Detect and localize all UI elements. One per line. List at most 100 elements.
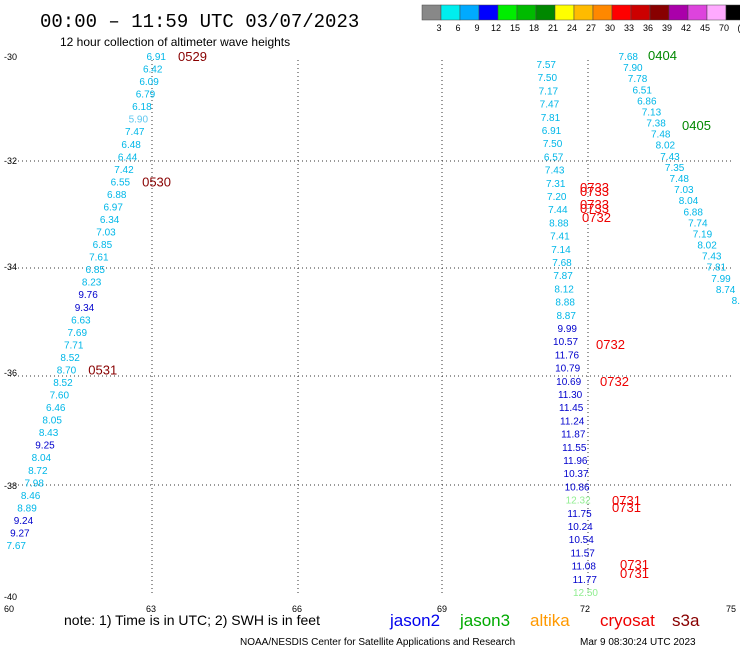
wave-height-label: 11.76: [555, 350, 580, 361]
wave-height-label: 6.44: [118, 152, 138, 163]
time-label: 0731: [620, 566, 649, 581]
y-tick-label: -36: [4, 368, 17, 378]
wave-height-label: 7.61: [89, 253, 109, 264]
y-tick-label: -32: [4, 156, 17, 166]
wave-height-label: 8.74: [716, 285, 736, 296]
satellite-legend-altika: altika: [530, 611, 570, 630]
time-label: 0404: [648, 48, 677, 63]
wave-height-label: 6.88: [107, 190, 127, 201]
color-swatch: [706, 4, 727, 21]
wave-height-label: 6.48: [121, 140, 141, 151]
y-tick-label: -40: [4, 592, 17, 602]
wave-height-label: 11.24: [560, 416, 585, 427]
color-scale-label: 33: [624, 23, 634, 33]
color-scale-label: (ft): [738, 23, 740, 33]
wave-height-label: 9.76: [78, 290, 98, 301]
wave-height-label: 6.79: [136, 90, 156, 101]
color-scale-label: 3: [436, 23, 441, 33]
color-swatch: [592, 4, 613, 21]
wave-height-label: 11.96: [563, 456, 588, 467]
x-axis-labels: 60 63 66 69 72 75: [4, 604, 736, 614]
wave-height-label: 10.86: [565, 482, 590, 493]
time-label: 0732: [582, 210, 611, 225]
satellite-legend-jason3: jason3: [459, 611, 510, 630]
satellite-legend-jason2: jason2: [389, 611, 440, 630]
wave-height-label: 7.35: [665, 163, 685, 174]
wave-height-label: 9.24: [14, 516, 34, 527]
wave-height-label: 7.38: [646, 119, 666, 130]
wave-height-label: 8.02: [656, 141, 676, 152]
time-label: 0405: [682, 118, 711, 133]
wave-height-label: 9.27: [10, 528, 30, 539]
x-tick-label: 60: [4, 604, 14, 614]
color-swatch: [725, 4, 740, 21]
y-tick-label: -30: [4, 52, 17, 62]
wave-height-label: 6.63: [71, 315, 91, 326]
wave-height-label: 6.51: [632, 85, 652, 96]
wave-height-label: 6.34: [100, 215, 120, 226]
y-axis-labels: -30 -32 -34 -36 -38 -40: [4, 52, 17, 602]
wave-height-label: 7.48: [651, 130, 671, 141]
wave-height-label: 8.23: [82, 278, 102, 289]
time-label: 0733: [580, 184, 609, 199]
legend-note: note: 1) Time is in UTC; 2) SWH is in fe…: [64, 612, 320, 628]
color-scale-label: 18: [529, 23, 539, 33]
color-scale-label: 36: [643, 23, 653, 33]
satellite-legend: jason2 jason3 altika cryosat s3a: [389, 611, 700, 630]
wave-height-label: 7.50: [538, 73, 558, 84]
wave-height-label: 11.57: [571, 548, 596, 559]
x-tick-label: 75: [726, 604, 736, 614]
wave-height-label: 8.04: [679, 196, 699, 207]
y-tick-label: -34: [4, 262, 17, 272]
time-label: 0733: [580, 201, 609, 216]
wave-height-label: 7.98: [24, 478, 44, 489]
wave-height-label: 7.03: [96, 228, 116, 239]
wave-height-label: 7.48: [670, 174, 690, 185]
color-scale-label: 27: [586, 23, 596, 33]
wave-height-label: 11.30: [558, 390, 583, 401]
wave-height-label: 8.: [732, 296, 740, 307]
wave-height-label: 5.90: [129, 115, 149, 126]
wave-height-label: 6.85: [86, 265, 106, 276]
color-swatch: [668, 4, 689, 21]
color-scale-label: 70: [719, 23, 729, 33]
wave-height-label: 8.87: [556, 311, 576, 322]
map-title: 00:00 – 11:59 UTC 03/07/2023: [40, 11, 359, 33]
wave-height-label: 10.69: [556, 377, 581, 388]
wave-height-label: 7.42: [114, 165, 134, 176]
color-scale-label: 24: [567, 23, 577, 33]
wave-height-label: 7.81: [707, 263, 727, 274]
wave-height-label: 6.86: [637, 96, 657, 107]
wave-height-label: 8.04: [32, 453, 52, 464]
wave-height-label: 7.44: [548, 205, 568, 216]
wave-height-label: 7.19: [693, 229, 713, 240]
wave-height-label: 10.79: [555, 364, 580, 375]
generated-timestamp: Mar 9 08:30:24 UTC 2023: [580, 637, 696, 648]
wave-height-label: 7.14: [551, 245, 571, 256]
time-label: 0732: [600, 374, 629, 389]
color-swatch: [440, 4, 461, 21]
wave-height-label: 7.81: [541, 113, 561, 124]
color-swatch: [516, 4, 537, 21]
wave-height-label: 7.13: [642, 107, 662, 118]
wave-height-label: 10.24: [568, 522, 593, 533]
wave-height-label: 11.55: [562, 443, 587, 454]
time-label: 0529: [178, 49, 207, 64]
wave-height-label: 9.25: [35, 441, 55, 452]
wave-height-label: 8.89: [17, 503, 37, 514]
color-scale-label: 30: [605, 23, 615, 33]
wave-height-label: 8.52: [60, 353, 80, 364]
wave-height-label: 7.17: [539, 86, 559, 97]
color-scale-label: 42: [681, 23, 691, 33]
wave-height-label: 11.45: [559, 403, 584, 414]
wave-height-label: 6.55: [111, 177, 131, 188]
wave-height-label: 7.41: [550, 232, 570, 243]
x-tick-label: 72: [580, 604, 590, 614]
color-scale-label: 21: [548, 23, 558, 33]
wave-height-label: 6.97: [103, 202, 123, 213]
time-label: 0731: [612, 500, 641, 515]
wave-height-label: 7.99: [711, 274, 731, 285]
map-subtitle: 12 hour collection of altimeter wave hei…: [60, 35, 290, 49]
